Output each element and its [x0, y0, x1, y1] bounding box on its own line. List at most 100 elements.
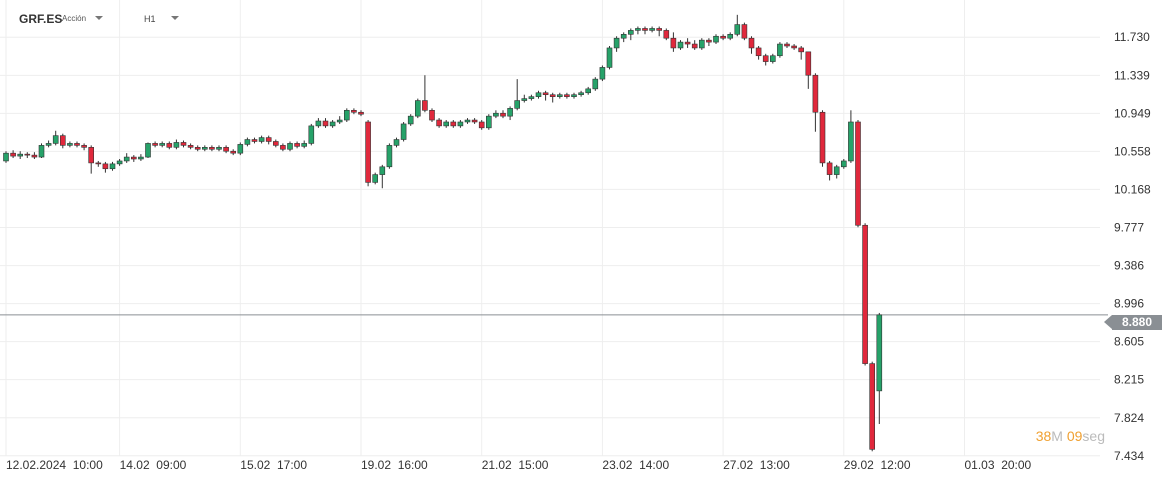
- candle-113: [805, 51, 812, 89]
- candle-body: [393, 139, 400, 146]
- candle-body: [791, 45, 797, 49]
- candle-20: [145, 142, 151, 159]
- candle-body: [294, 143, 300, 147]
- countdown-seconds-unit: seg: [1082, 428, 1105, 444]
- candle-body: [734, 24, 741, 35]
- grid: [0, 0, 1100, 457]
- candle-17: [123, 153, 130, 163]
- candle-116: [826, 160, 833, 181]
- candle-body: [379, 166, 386, 175]
- candle-body: [642, 28, 648, 31]
- candle-body: [216, 147, 222, 150]
- candle-47: [336, 116, 343, 124]
- candle-body: [613, 37, 620, 49]
- chart-header: GRF.ES Acción H1: [0, 0, 600, 36]
- candle-body: [358, 111, 364, 115]
- candle-118: [840, 159, 847, 169]
- candle-99: [706, 38, 712, 46]
- candle-body: [429, 109, 435, 121]
- candle-29: [209, 145, 215, 152]
- candle-115: [819, 110, 826, 167]
- candle-15: [109, 161, 116, 171]
- candle-body: [202, 147, 208, 150]
- candle-11: [81, 143, 87, 151]
- price-axis[interactable]: 11.730 11.339 10.949 10.558 10.168 9.777 9.386…: [1114, 30, 1151, 463]
- candle-body: [343, 109, 350, 121]
- candle-70: [500, 110, 506, 119]
- candle-34: [244, 137, 251, 147]
- candle-body: [706, 39, 712, 43]
- candle-body: [336, 119, 343, 123]
- candle-65: [464, 118, 471, 124]
- candle-body: [578, 92, 584, 96]
- candle-body: [833, 166, 840, 175]
- candle-body: [720, 35, 726, 39]
- candle-6: [45, 140, 52, 148]
- symbol-label[interactable]: GRF.ES: [19, 12, 63, 26]
- candle-body: [542, 92, 549, 96]
- candle-48: [343, 108, 350, 122]
- x-tick-label-5: 23.02 14:00: [602, 458, 669, 472]
- candle-body: [223, 147, 229, 152]
- candle-84: [599, 65, 606, 82]
- symbol-dropdown-caret-icon[interactable]: [95, 16, 103, 20]
- candle-body: [514, 100, 521, 109]
- candle-body: [365, 121, 371, 183]
- y-tick-label-10: 7.824: [1114, 411, 1144, 425]
- candle-body: [351, 109, 357, 113]
- candle-98: [698, 38, 705, 50]
- candle-body: [670, 37, 677, 49]
- candle-52: [372, 172, 379, 185]
- candle-body: [535, 92, 542, 97]
- candle-body: [414, 100, 421, 117]
- candle-46: [329, 120, 336, 128]
- candle-body: [826, 162, 833, 175]
- candle-body: [869, 363, 876, 450]
- candle-45: [322, 118, 329, 128]
- candle-55: [393, 137, 400, 148]
- candle-88: [627, 28, 634, 41]
- candle-body: [209, 147, 215, 150]
- y-tick-label-8: 8.605: [1114, 335, 1144, 349]
- candle-body: [493, 112, 499, 117]
- candle-7: [52, 130, 59, 146]
- candle-body: [627, 30, 634, 35]
- candle-97: [691, 40, 698, 50]
- candle-51: [365, 120, 371, 187]
- candle-body: [386, 145, 393, 168]
- candle-body: [322, 120, 329, 127]
- candle-body: [3, 152, 9, 162]
- candle-body: [287, 143, 293, 150]
- candle-122: [869, 361, 876, 452]
- candle-33: [237, 142, 244, 156]
- x-tick-label-7: 29.02 12:00: [844, 458, 911, 472]
- candle-body: [187, 145, 194, 148]
- candle-body: [17, 153, 24, 157]
- time-axis[interactable]: 12.02.2024 10:00 14.02 09:00 15.02 17:00 19…: [6, 458, 1032, 472]
- candle-body: [691, 43, 698, 49]
- candle-111: [791, 44, 797, 50]
- candle-body: [329, 121, 336, 127]
- candle-body: [102, 163, 109, 170]
- candle-27: [194, 145, 201, 152]
- timeframe-dropdown-caret-icon[interactable]: [171, 16, 179, 20]
- candle-103: [734, 14, 741, 37]
- candle-23: [166, 141, 173, 150]
- x-tick-label-2: 15.02 17:00: [240, 458, 307, 472]
- candle-5: [38, 143, 45, 159]
- candle-body: [457, 121, 464, 127]
- candle-body: [173, 142, 180, 148]
- candle-body: [138, 156, 144, 160]
- x-tick-label-4: 21.02 15:00: [482, 458, 549, 472]
- candle-body: [549, 94, 556, 97]
- candle-83: [592, 77, 599, 91]
- candle-body: [848, 121, 854, 162]
- candle-body: [237, 144, 244, 154]
- candle-body: [478, 121, 485, 129]
- candle-35: [251, 137, 258, 144]
- candle-32: [230, 149, 236, 156]
- timeframe-label[interactable]: H1: [144, 14, 156, 24]
- candle-body: [258, 137, 265, 142]
- candle-41: [294, 141, 300, 149]
